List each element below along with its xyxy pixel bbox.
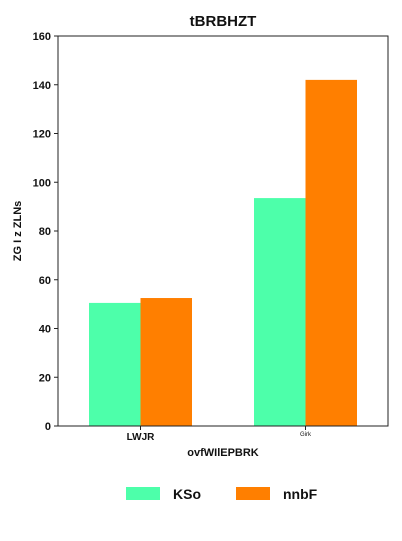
bar-KSo-LWJR <box>89 302 141 426</box>
y-tick-label: 0 <box>45 421 51 433</box>
y-tick-label: 40 <box>39 324 51 336</box>
legend-swatch-KSo <box>126 487 160 500</box>
legend-label-nnbF: nnbF <box>283 486 318 502</box>
plot-area: 0 20 40 60 80 100 120 140 160 LWJR Girk <box>33 31 389 443</box>
bar-nnbF-LWJR <box>140 298 192 426</box>
y-tick-label: 120 <box>33 129 51 141</box>
x-tick-label: LWJR <box>127 432 156 443</box>
legend: KSo nnbF <box>126 486 318 502</box>
y-tick-label: 140 <box>33 80 51 92</box>
y-tick-label: 60 <box>39 275 51 287</box>
y-tick-label: 20 <box>39 372 51 384</box>
x-tick-label: Girk <box>300 432 312 438</box>
legend-label-KSo: KSo <box>173 486 201 502</box>
chart-title: tBRBHZT <box>190 13 257 30</box>
y-tick-label: 160 <box>33 31 51 43</box>
bar-nnbF-Girk <box>305 79 357 427</box>
y-tick-label: 100 <box>33 177 51 189</box>
legend-swatch-nnbF <box>236 487 270 500</box>
bar-KSo-Girk <box>254 198 306 426</box>
x-axis-label: ovfWIlEPBRK <box>187 447 259 459</box>
y-axis-label: ZG I z ZLNs <box>12 201 24 262</box>
y-tick-label: 80 <box>39 226 51 238</box>
